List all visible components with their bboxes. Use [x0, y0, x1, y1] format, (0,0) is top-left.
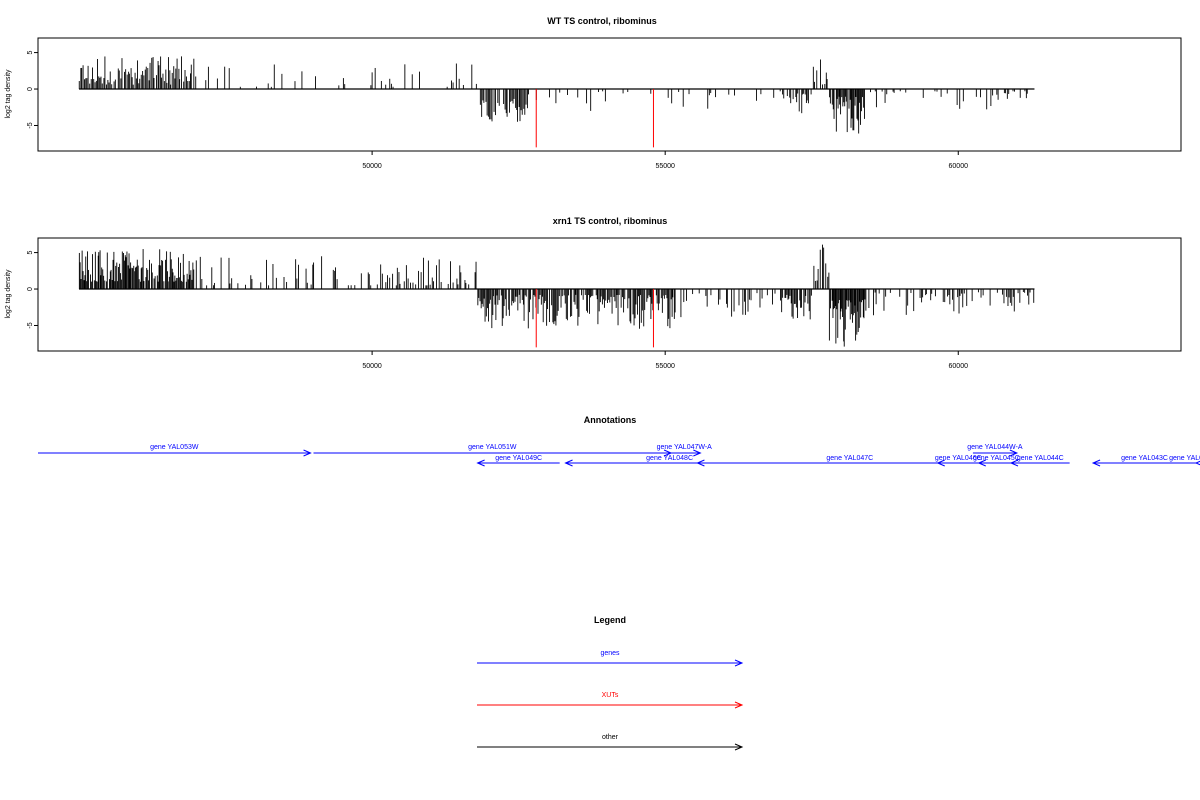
arrowhead-icon [693, 449, 702, 457]
wt-y-axis-label: log2 tag density [5, 69, 12, 119]
legend-label: genes [600, 650, 620, 657]
gene-arrow: gene YAL045C [973, 455, 1020, 467]
gene-label: gene YAL047C [826, 455, 873, 462]
y-tick-label: 5 [27, 251, 34, 255]
legend-items: genes XUTs other [477, 650, 744, 751]
gene-label: gene YAL045C [973, 455, 1020, 462]
legend: Legend genes XUTs other [477, 615, 744, 751]
legend-item-other: other [477, 734, 744, 751]
gene-label: gene YAL042C-A [1169, 455, 1200, 462]
arrowhead-icon [977, 459, 986, 467]
wt-plot-frame [37, 37, 1182, 152]
gene-label: gene YAL049C [495, 455, 542, 462]
xrn1-panel-title: xrn1 TS control, ribominus [553, 216, 668, 226]
gene-label: gene YAL046C [935, 455, 982, 462]
arrowhead-icon [1194, 460, 1200, 466]
gene-arrow: gene YAL044W-A [967, 444, 1023, 457]
x-tick-label: 50000 [362, 363, 382, 370]
gene-label: gene YAL053W [150, 444, 199, 451]
legend-label: other [602, 734, 619, 741]
legend-item-xut: XUTs [477, 692, 744, 709]
gene-label: gene YAL044C [1017, 455, 1064, 462]
arrowhead-icon [564, 459, 573, 467]
x-tick-label: 60000 [949, 363, 969, 370]
arrowhead-icon [1009, 459, 1019, 467]
y-tick-label: 0 [27, 87, 34, 91]
wt-signal-panel: WT TS control, ribominus log2 tag densit… [5, 16, 1182, 170]
arrowhead-icon [476, 459, 485, 467]
arrowhead-icon [734, 743, 744, 751]
wt-bars [78, 56, 1035, 148]
gene-arrow: gene YAL046C [935, 455, 982, 467]
xrn1-bars [78, 244, 1035, 348]
legend-label: XUTs [602, 692, 619, 699]
legend-title: Legend [594, 615, 626, 625]
y-tick-label: 5 [27, 51, 34, 55]
xrn1-signal-panel: xrn1 TS control, ribominus log2 tag dens… [5, 216, 1182, 370]
wt-axes: 50000 55000 60000 5 0 -5 [27, 51, 968, 170]
gene-arrow: gene YAL042C-A [1169, 455, 1200, 466]
wt-panel-title: WT TS control, ribominus [547, 16, 657, 26]
arrowhead-icon [696, 459, 705, 467]
y-tick-label: -5 [27, 322, 34, 328]
gene-arrow: gene YAL049C [476, 455, 560, 467]
gene-label: gene YAL044W-A [967, 444, 1023, 451]
xrn1-plot-frame [37, 237, 1182, 352]
annotations-track: Annotations gene YAL053W gene YAL051Wgene… [38, 415, 1200, 467]
gene-arrow: gene YAL044C [1009, 455, 1070, 467]
arrowhead-icon [734, 701, 744, 709]
gene-label: gene YAL047W-A [657, 444, 713, 451]
gene-arrow: gene YAL053W [38, 444, 312, 457]
arrowhead-icon [936, 459, 945, 467]
gene-arrow: gene YAL043C [1091, 455, 1196, 467]
gene-label: gene YAL043C [1121, 455, 1168, 462]
annotations-title: Annotations [584, 415, 637, 425]
arrowhead-icon [1009, 449, 1019, 457]
legend-item-gene: genes [477, 650, 744, 667]
xrn1-axes: 50000 55000 60000 5 0 -5 [27, 251, 968, 370]
gene-label: gene YAL048C [646, 455, 693, 462]
arrowhead-icon [303, 449, 312, 457]
x-tick-label: 55000 [655, 163, 675, 170]
y-tick-label: -5 [27, 122, 34, 128]
xrn1-y-axis-label: log2 tag density [5, 269, 12, 319]
x-tick-label: 60000 [949, 163, 969, 170]
y-tick-label: 0 [27, 287, 34, 291]
gene-arrow: gene YAL048C [564, 455, 774, 467]
x-tick-label: 55000 [655, 363, 675, 370]
gene-arrow: gene YAL047W-A [657, 444, 713, 457]
gene-label: gene YAL051W [468, 444, 517, 451]
x-tick-label: 50000 [362, 163, 382, 170]
arrowhead-icon [734, 659, 744, 667]
gene-arrow: gene YAL051W [313, 444, 673, 457]
gene-arrows: gene YAL053W gene YAL051W gene YAL049C gene… [38, 444, 1200, 467]
arrowhead-icon [1091, 459, 1101, 467]
